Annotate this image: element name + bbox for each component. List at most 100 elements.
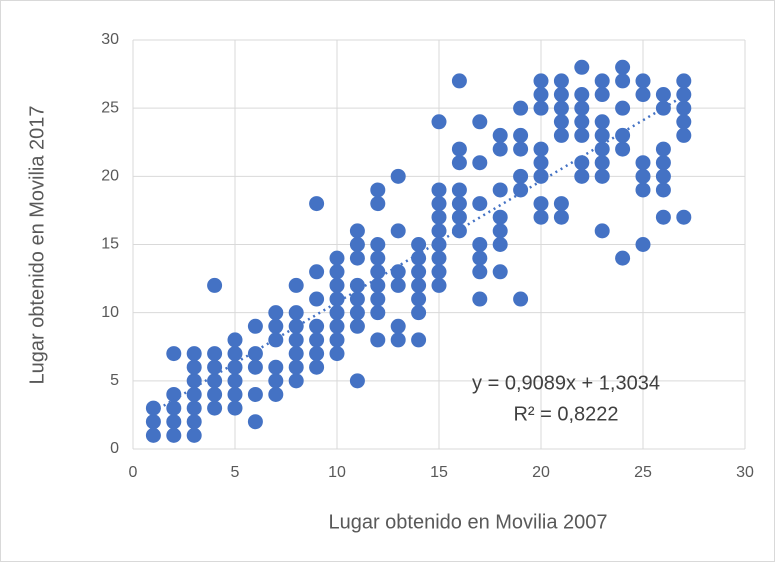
scatter-point (329, 250, 345, 266)
x-axis-label: Lugar obtenido en Movilia 2007 (328, 511, 607, 533)
y-axis-label: Lugar obtenido en Movilia 2017 (26, 105, 48, 384)
scatter-point (349, 237, 365, 252)
scatter-point (227, 359, 243, 375)
scatter-point (553, 196, 569, 212)
scatter-point (145, 400, 161, 416)
scatter-point (390, 332, 406, 348)
scatter-point (553, 127, 569, 143)
scatter-point (451, 196, 467, 212)
scatter-point (390, 318, 406, 334)
scatter-point (411, 277, 427, 293)
scatter-point (207, 346, 223, 362)
scatter-point (370, 264, 386, 280)
scatter-point (390, 168, 406, 184)
scatter-point (574, 114, 590, 130)
scatter-point (247, 318, 263, 334)
scatter-point (676, 73, 692, 89)
scatter-point (390, 277, 406, 293)
scatter-point (166, 346, 182, 362)
scatter-point (268, 305, 284, 321)
scatter-point (431, 196, 447, 212)
scatter-point (594, 155, 610, 171)
scatter-point (492, 209, 508, 225)
y-tick-label: 5 (110, 372, 119, 389)
scatter-point (513, 127, 529, 143)
scatter-point (207, 386, 223, 402)
scatter-point (227, 400, 243, 416)
scatter-point (268, 332, 284, 348)
scatter-point (574, 87, 590, 103)
scatter-point (533, 100, 549, 116)
scatter-point (431, 277, 447, 293)
scatter-point (349, 373, 365, 389)
scatter-point (635, 237, 651, 252)
scatter-point (268, 373, 284, 389)
scatter-point (451, 73, 467, 89)
scatter-point (655, 209, 671, 225)
scatter-point (349, 291, 365, 307)
scatter-point (472, 250, 488, 266)
x-tick-label: 5 (231, 464, 240, 481)
scatter-point (594, 168, 610, 184)
scatter-point (207, 277, 223, 293)
scatter-point (615, 141, 631, 157)
scatter-point (329, 277, 345, 293)
scatter-point (472, 196, 488, 212)
scatter-point (513, 168, 529, 184)
scatter-point (288, 373, 304, 389)
scatter-point (186, 373, 202, 389)
scatter-point (553, 100, 569, 116)
scatter-point (513, 182, 529, 198)
scatter-point (615, 127, 631, 143)
scatter-point (533, 196, 549, 212)
scatter-point (411, 305, 427, 321)
scatter-point (411, 291, 427, 307)
scatter-point (574, 100, 590, 116)
scatter-point (309, 196, 325, 212)
scatter-point (676, 209, 692, 225)
scatter-point (676, 127, 692, 143)
scatter-point (166, 414, 182, 430)
x-tick-label: 30 (736, 464, 754, 481)
scatter-point (186, 400, 202, 416)
scatter-point (288, 359, 304, 375)
scatter-point (268, 386, 284, 402)
scatter-point (166, 427, 182, 443)
scatter-point (309, 291, 325, 307)
scatter-point (349, 223, 365, 239)
scatter-point (411, 250, 427, 266)
scatter-point (186, 359, 202, 375)
scatter-point (186, 427, 202, 443)
y-tick-label: 0 (110, 440, 119, 457)
scatter-point (247, 386, 263, 402)
scatter-point (247, 346, 263, 362)
scatter-point (247, 359, 263, 375)
scatter-point (615, 250, 631, 266)
scatter-point (553, 73, 569, 89)
scatter-point (431, 209, 447, 225)
scatter-point (431, 114, 447, 130)
scatter-point (492, 264, 508, 280)
scatter-point (431, 182, 447, 198)
scatter-point (676, 114, 692, 130)
scatter-point (574, 127, 590, 143)
scatter-point (431, 223, 447, 239)
scatter-point (594, 141, 610, 157)
scatter-point (329, 346, 345, 362)
x-tick-label: 25 (634, 464, 652, 481)
x-tick-label: 20 (532, 464, 550, 481)
y-tick-label: 25 (101, 99, 119, 116)
y-tick-label: 30 (101, 31, 119, 48)
scatter-point (370, 277, 386, 293)
trend-equation: y = 0,9089x + 1,3034 (472, 372, 660, 394)
scatter-point (390, 223, 406, 239)
scatter-point (370, 250, 386, 266)
scatter-point (594, 127, 610, 143)
scatter-point (329, 305, 345, 321)
scatter-point (309, 346, 325, 362)
scatter-point (166, 400, 182, 416)
scatter-point (309, 318, 325, 334)
scatter-point (370, 332, 386, 348)
scatter-point (615, 73, 631, 89)
